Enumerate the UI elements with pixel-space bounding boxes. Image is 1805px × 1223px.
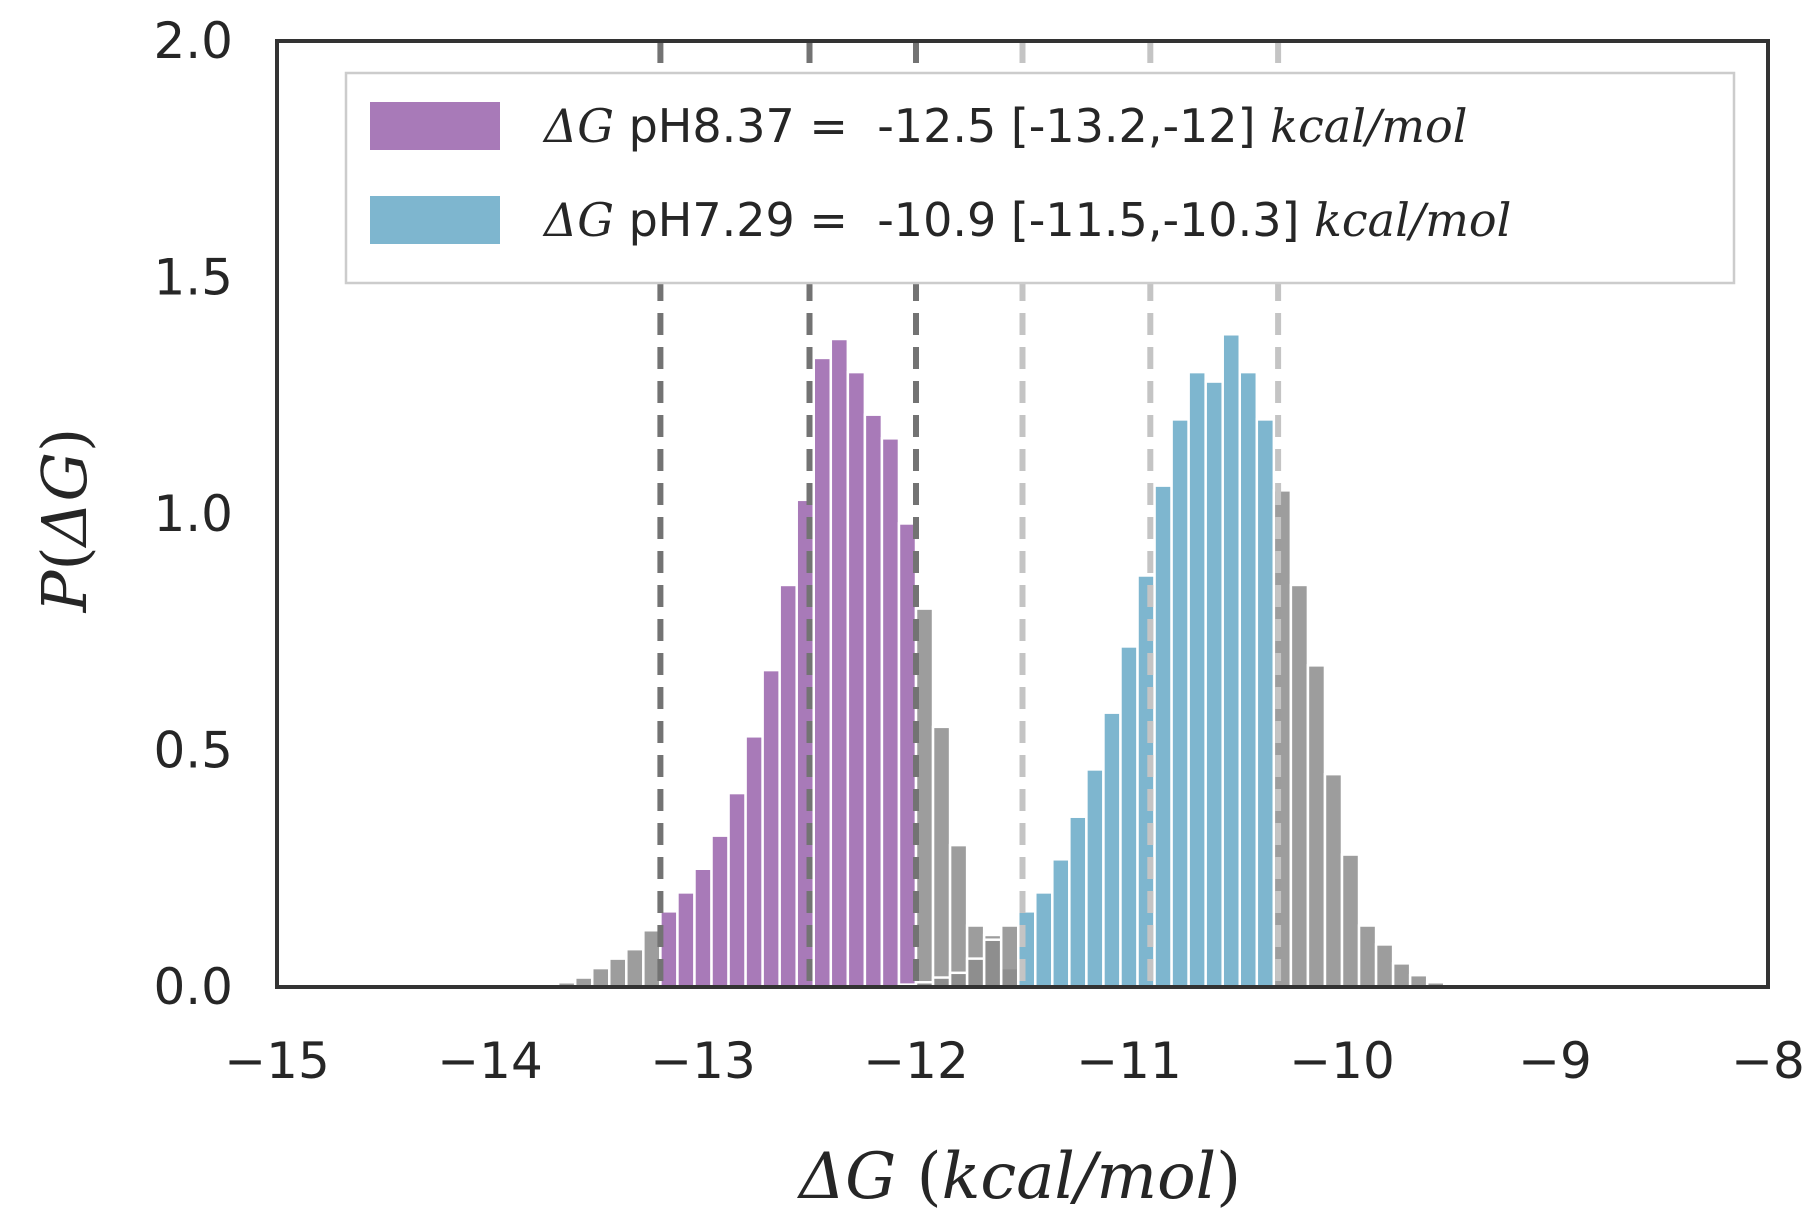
hist-bar-ph729 <box>999 924 1020 989</box>
hist-bar-ph837 <box>625 947 645 989</box>
legend-entry-ph837: ΔG pH8.37 = -12.5 [-13.2,-12] kcal/mol <box>542 99 1467 153</box>
y-tick-label: 2.0 <box>153 12 233 70</box>
hist-bar-ph729 <box>1289 583 1310 989</box>
hist-bar-ph729 <box>1323 772 1344 989</box>
y-axis-ticks: 0.0 0.5 1.0 1.5 2.0 <box>153 12 233 1016</box>
hist-bar-ph837 <box>590 966 611 989</box>
x-axis-label-close: ) <box>1216 1140 1241 1214</box>
hist-bar-ph729 <box>1051 858 1071 989</box>
x-tick-label: −11 <box>1076 1032 1182 1090</box>
hist-bar-ph729 <box>1374 943 1395 989</box>
hist-bar-ph729 <box>965 957 986 989</box>
hist-bar-ph837 <box>846 370 867 989</box>
legend-text-ph837: pH8.37 = -12.5 [-13.2,-12] <box>614 99 1270 153</box>
hist-bar-ph729 <box>1204 380 1224 989</box>
hist-bar-ph837 <box>931 725 952 989</box>
hist-bar-ph837 <box>880 437 901 989</box>
plot-frame <box>275 39 1770 989</box>
legend-swatch-ph729 <box>370 196 500 244</box>
hist-bar-ph729 <box>1034 891 1054 989</box>
hist-bar-ph729 <box>1085 768 1105 989</box>
y-axis-label-symbol: ΔG <box>28 452 101 548</box>
y-axis-label-p: P <box>28 569 101 613</box>
hist-bar-ph837 <box>829 337 850 989</box>
y-axis-label-open: ( <box>28 546 101 570</box>
hist-bar-ph837 <box>744 735 764 989</box>
x-axis-label-symbol: ΔG <box>796 1140 896 1214</box>
x-tick-label: −12 <box>863 1032 969 1090</box>
hist-bar-ph729 <box>982 938 1003 989</box>
hist-bar-ph837 <box>948 843 969 989</box>
x-axis-ticks: −15 −14 −13 −12 −11 −10 −9 −8 <box>224 1032 1805 1090</box>
hist-bar-ph837 <box>676 891 696 989</box>
legend-box <box>344 71 1736 285</box>
x-tick-label: −9 <box>1518 1032 1592 1090</box>
histogram-bars <box>454 333 1463 989</box>
legend-symbol-ph837: ΔG <box>542 99 614 153</box>
y-tick-label: 1.0 <box>153 485 233 543</box>
x-tick-label: −10 <box>1289 1032 1395 1090</box>
x-tick-label: −8 <box>1731 1032 1805 1090</box>
y-tick-label: 0.0 <box>153 958 233 1016</box>
hist-bar-ph729 <box>1238 370 1259 989</box>
legend-entry-ph729: ΔG pH7.29 = -10.9 [-11.5,-10.3] kcal/mol <box>542 193 1511 247</box>
x-tick-label: −14 <box>437 1032 543 1090</box>
hist-bar-ph729 <box>1170 418 1190 989</box>
hist-bar-ph837 <box>727 791 747 989</box>
legend-unit-ph729: kcal/mol <box>1314 193 1511 247</box>
x-axis-label-unit: kcal/mol <box>942 1140 1217 1214</box>
hist-bar-ph729 <box>1068 815 1088 989</box>
hist-bar-ph837 <box>761 668 781 989</box>
hist-bar-ph729 <box>1187 370 1207 989</box>
hist-bar-ph729 <box>1102 711 1122 989</box>
legend-text-ph729: pH7.29 = -10.9 [-11.5,-10.3] <box>614 193 1314 247</box>
hist-bar-ph837 <box>710 834 730 989</box>
hist-bar-ph729 <box>1255 418 1276 989</box>
y-tick-label: 0.5 <box>153 722 233 780</box>
hist-bar-ph729 <box>1340 853 1361 989</box>
hist-bar-ph729 <box>1391 962 1412 989</box>
legend-symbol-ph729: ΔG <box>542 193 614 247</box>
y-axis-label-close: ) <box>28 428 101 452</box>
hist-bar-ph729 <box>1357 924 1378 989</box>
hist-bar-ph729 <box>1119 645 1139 989</box>
x-axis-label-open: ( <box>896 1140 941 1214</box>
legend: ΔG pH8.37 = -12.5 [-13.2,-12] kcal/mol Δ… <box>344 71 1736 285</box>
hist-bar-ph837 <box>608 957 628 989</box>
hist-bar-ph729 <box>1221 333 1242 989</box>
x-tick-label: −15 <box>224 1032 330 1090</box>
y-axis-label: P(ΔG) <box>28 428 101 613</box>
hist-bar-ph837 <box>693 867 713 989</box>
legend-swatch-ph837 <box>370 102 500 150</box>
hist-bar-ph729 <box>1306 664 1327 989</box>
y-tick-label: 1.5 <box>153 249 233 307</box>
hist-bar-ph837 <box>778 583 798 989</box>
x-tick-label: −13 <box>650 1032 756 1090</box>
x-axis-label: ΔG (kcal/mol) <box>796 1140 1241 1214</box>
hist-bar-ph729 <box>948 971 969 989</box>
hist-bar-ph837 <box>812 356 833 989</box>
legend-unit-ph837: kcal/mol <box>1270 99 1467 153</box>
hist-bar-ph729 <box>1153 484 1173 989</box>
hist-bar-ph837 <box>863 413 884 989</box>
